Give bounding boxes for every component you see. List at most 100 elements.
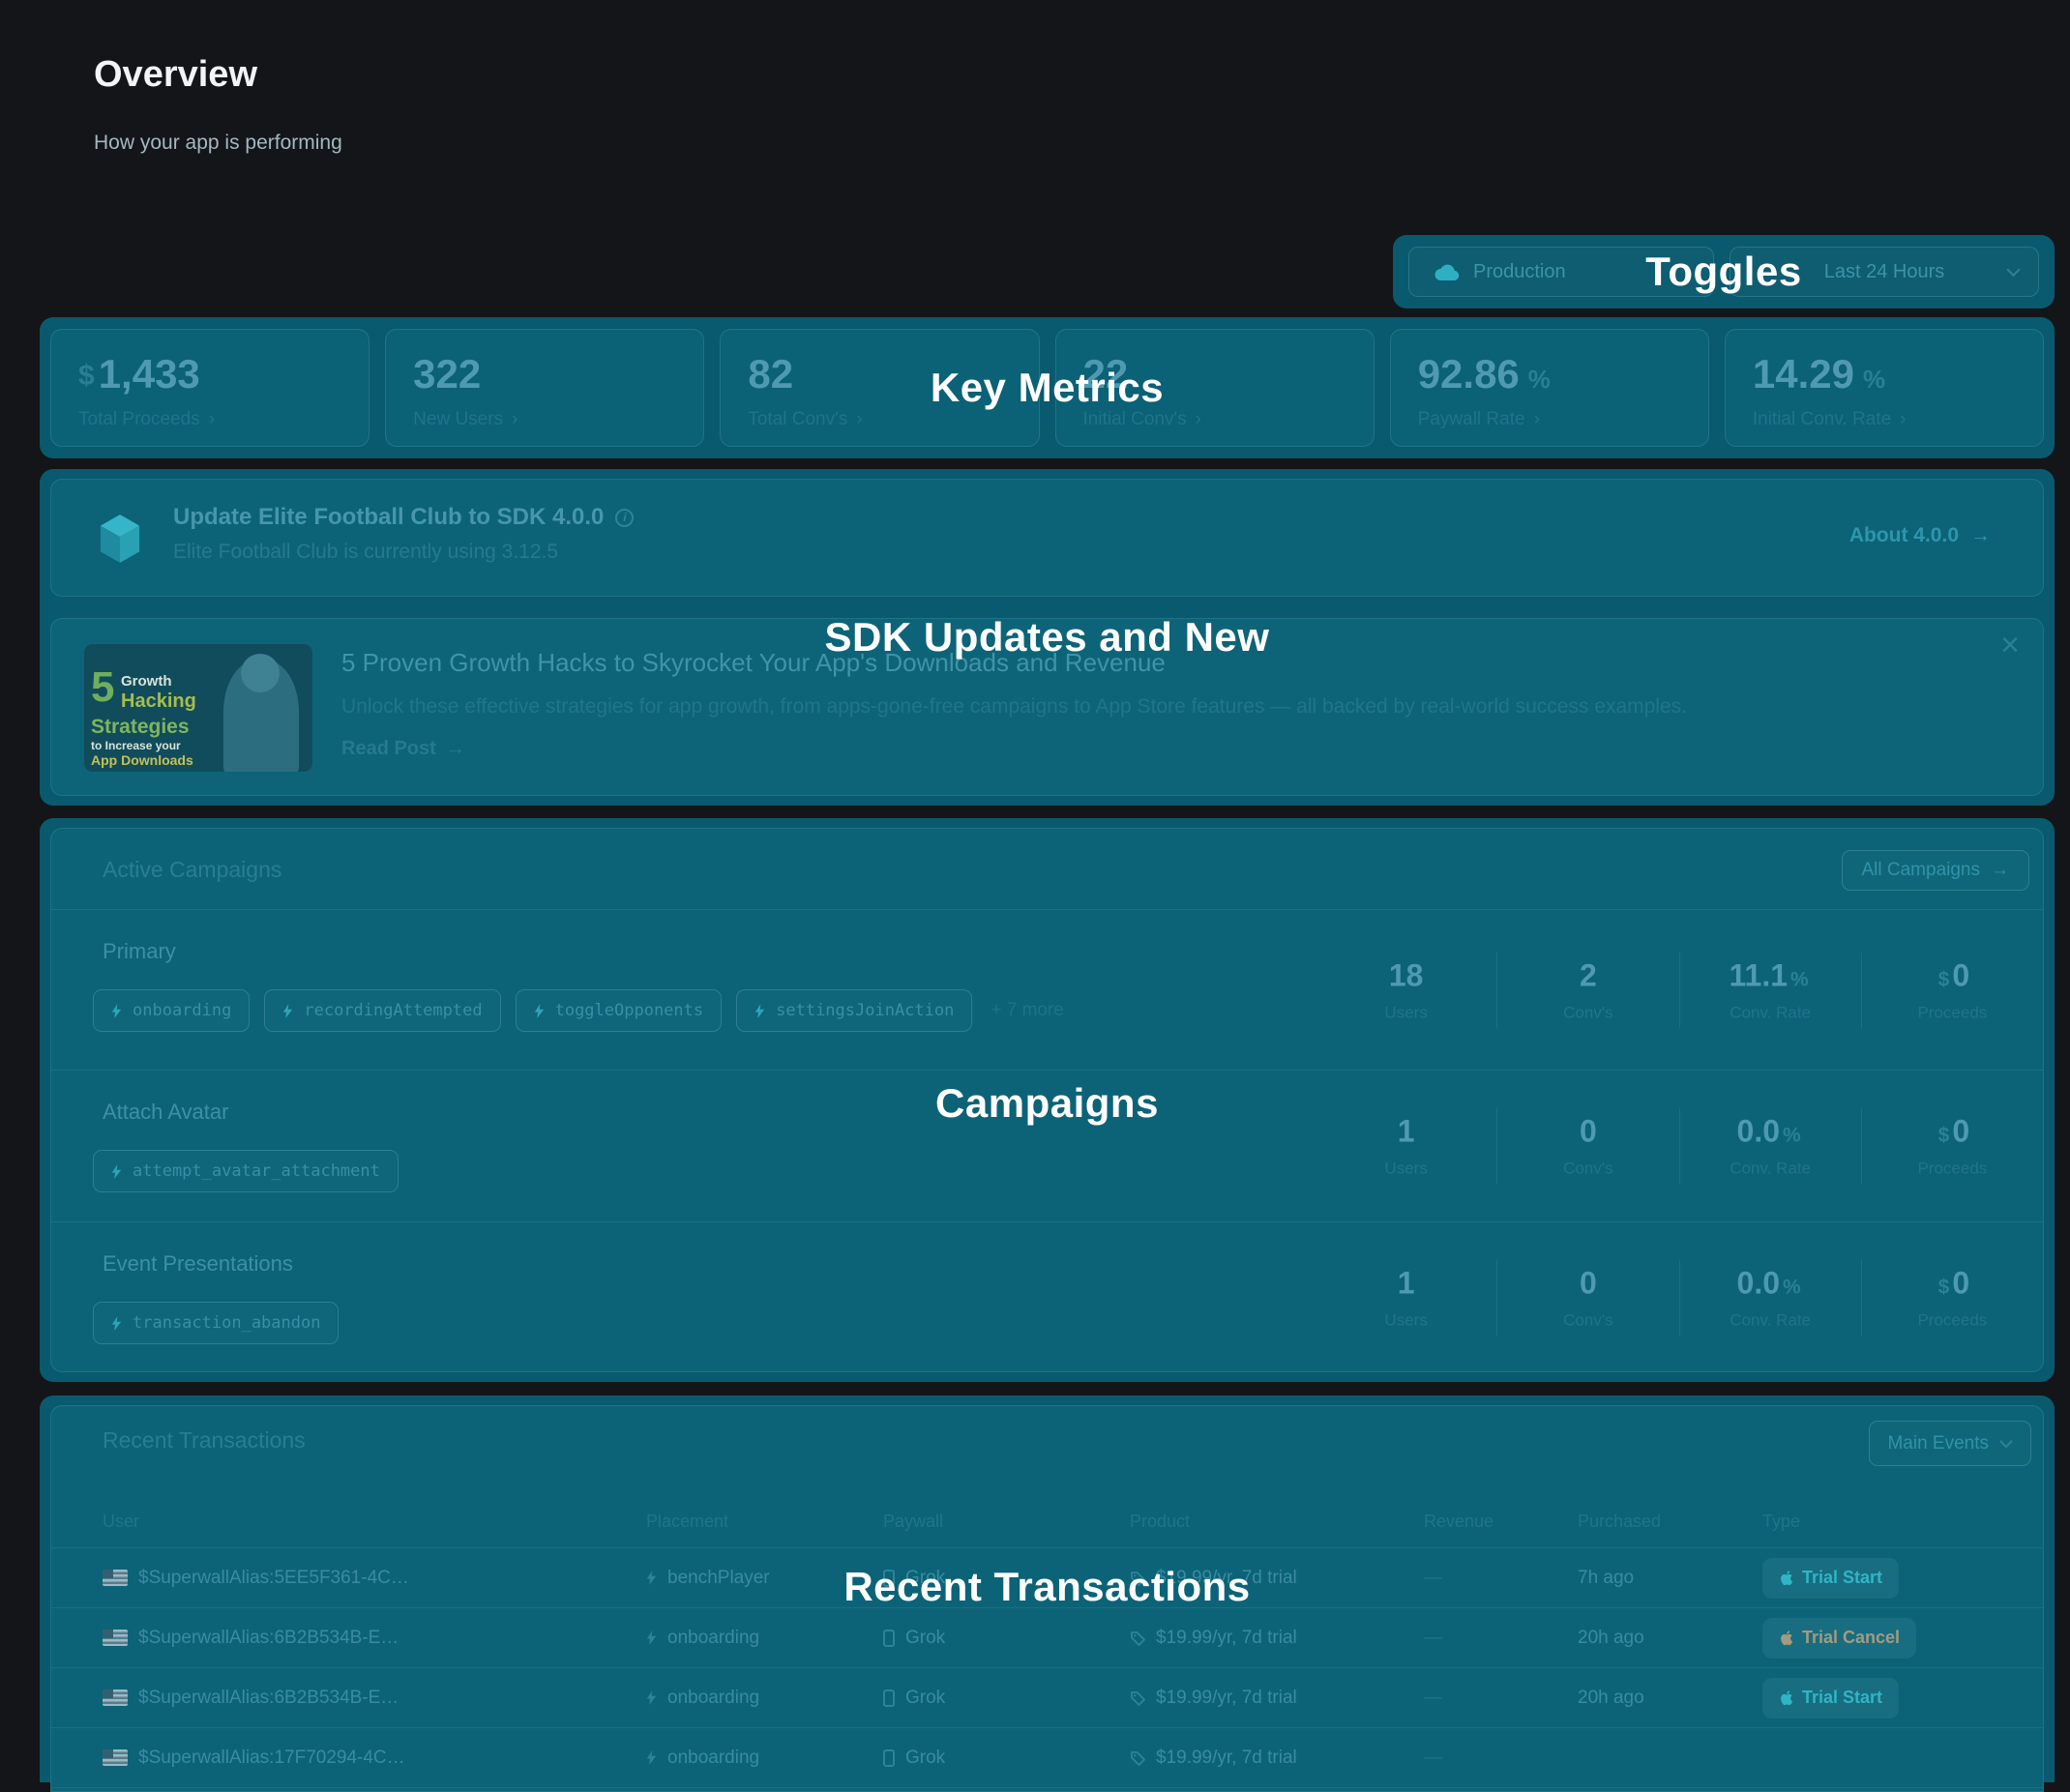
transaction-row[interactable]: $SuperwallAlias:6B2B534B-E… onboarding G…: [51, 1608, 2043, 1668]
transaction-row[interactable]: $SuperwallAlias:5EE5F361-4C… benchPlayer…: [51, 1548, 2043, 1608]
stat-label: Conv's: [1563, 1159, 1613, 1178]
purchased-time: 20h ago: [1578, 1627, 1644, 1648]
all-campaigns-button[interactable]: All Campaigns →: [1841, 850, 2029, 891]
read-post-link[interactable]: Read Post →: [341, 738, 465, 760]
close-icon[interactable]: ×: [2000, 627, 2020, 663]
metric-label: Initial Conv's: [1082, 409, 1187, 429]
dollar-sign: $: [1937, 1124, 1950, 1147]
stat-label: Proceeds: [1917, 1159, 1988, 1178]
bolt-icon: [646, 1571, 657, 1585]
metric-card-new-users[interactable]: 322 New Users ›: [385, 329, 705, 447]
placement-pill-label: toggleOpponents: [554, 1001, 704, 1020]
apple-icon: [1781, 1571, 1793, 1586]
campaign-name: Event Presentations: [103, 1251, 293, 1276]
placement-pill-label: onboarding: [133, 1001, 232, 1020]
all-campaigns-label: All Campaigns: [1861, 860, 1981, 880]
metric-card-initial-convs[interactable]: 22 Initial Conv's ›: [1054, 329, 1375, 447]
stat-label: Conv. Rate: [1730, 1003, 1812, 1021]
blog-post-card[interactable]: 5 Growth Hacking Strategies to Increase …: [50, 618, 2044, 796]
phone-icon: [883, 1748, 895, 1767]
column-header-product: Product: [1130, 1511, 1191, 1531]
time-range-select[interactable]: Last 24 Hours: [1730, 247, 2039, 297]
bolt-icon: [534, 1003, 544, 1018]
metric-card-total-convs[interactable]: 82 Total Conv's ›: [720, 329, 1040, 447]
stat-proceeds: 0: [1952, 1265, 1970, 1301]
column-header-purchased: Purchased: [1578, 1511, 1662, 1531]
info-icon[interactable]: i: [615, 508, 635, 527]
events-filter-select[interactable]: Main Events: [1869, 1421, 2031, 1466]
chevron-right-icon: ›: [1900, 409, 1907, 429]
environment-toggle[interactable]: Production: [1408, 247, 1714, 297]
metrics-row: $1,433 Total Proceeds › 322 New Users › 82…: [50, 329, 2045, 447]
bolt-icon: [111, 1315, 122, 1331]
apple-icon: [1781, 1690, 1793, 1706]
metric-label: Total Proceeds: [78, 409, 200, 429]
transaction-type-badge: Trial Cancel: [1762, 1617, 1917, 1659]
stat-users: 1: [1397, 1113, 1415, 1149]
metric-card-total-proceeds[interactable]: $1,433 Total Proceeds ›: [50, 329, 370, 447]
stat-label: Conv's: [1563, 1310, 1613, 1330]
transactions-table-header: User Placement Paywall Product Revenue P…: [51, 1495, 2043, 1548]
metric-value: 322: [413, 351, 482, 397]
metric-label: Initial Conv. Rate: [1752, 409, 1892, 429]
stat-label: Conv. Rate: [1730, 1310, 1812, 1330]
stat-label: Proceeds: [1917, 1310, 1988, 1330]
chevron-right-icon: ›: [1533, 409, 1540, 429]
column-header-user: User: [103, 1511, 140, 1531]
phone-icon: [883, 1689, 895, 1707]
placement-name: onboarding: [667, 1687, 760, 1708]
campaign-row-attach-avatar: Attach Avatar attempt_avatar_attachment …: [51, 1071, 2043, 1222]
column-header-revenue: Revenue: [1424, 1511, 1494, 1531]
chevron-down-icon: [2006, 268, 2021, 277]
chevron-right-icon: ›: [208, 409, 216, 429]
paywall-name: Grok: [905, 1567, 946, 1588]
percent-sign: %: [1790, 968, 1809, 990]
campaigns-heading: Active Campaigns: [103, 857, 282, 882]
stat-label: Proceeds: [1917, 1003, 1988, 1021]
metric-card-initial-conv-rate[interactable]: 14.29% Initial Conv. Rate ›: [1724, 329, 2045, 447]
about-sdk-link[interactable]: About 4.0.0 →: [1849, 524, 1991, 547]
time-range-label: Last 24 Hours: [1823, 260, 1945, 282]
sdk-box-icon: [100, 514, 140, 563]
thumbnail-text: 5: [91, 663, 115, 711]
column-header-paywall: Paywall: [883, 1511, 944, 1531]
arrow-right-icon: →: [445, 738, 465, 759]
events-filter-label: Main Events: [1887, 1432, 1989, 1454]
transactions-heading: Recent Transactions: [103, 1427, 306, 1453]
transaction-row[interactable]: $SuperwallAlias:6B2B534B-E… onboarding G…: [51, 1668, 2043, 1728]
annotation-region-sdk: Update Elite Football Club to SDK 4.0.0 i…: [40, 469, 2055, 806]
placement-pill-label: transaction_abandon: [133, 1313, 321, 1333]
bolt-icon: [646, 1750, 657, 1765]
tag-icon: [1131, 1630, 1145, 1646]
annotation-region-toggles: Production Last 24 Hours Toggles: [1393, 235, 2055, 308]
chevron-right-icon: ›: [512, 409, 518, 429]
stat-users: 1: [1397, 1265, 1415, 1301]
chevron-down-icon: [1999, 1439, 2013, 1448]
stat-convs: 0: [1579, 1265, 1597, 1301]
transaction-row[interactable]: $SuperwallAlias:17F70294-4C… onboarding …: [51, 1728, 2043, 1788]
stat-rate: 0.0: [1736, 1265, 1781, 1301]
recent-transactions-card: Recent Transactions Main Events User Pla…: [50, 1405, 2044, 1792]
paywall-name: Grok: [905, 1627, 946, 1648]
metric-suffix: %: [1862, 365, 1886, 394]
transaction-type-badge: Trial Start: [1762, 1557, 1900, 1599]
arrow-right-icon: →: [1970, 524, 1991, 546]
metric-prefix: $: [78, 360, 95, 392]
metric-card-paywall-rate[interactable]: 92.86% Paywall Rate ›: [1389, 329, 1709, 447]
metric-value: 82: [748, 351, 794, 397]
campaign-name: Attach Avatar: [103, 1100, 229, 1124]
bolt-icon: [646, 1690, 657, 1705]
annotation-region-transactions: Recent Transactions Main Events User Pla…: [40, 1395, 2055, 1792]
percent-sign: %: [1783, 1124, 1801, 1147]
arrow-right-icon: →: [1991, 860, 2009, 880]
metric-value: 92.86: [1417, 351, 1520, 397]
campaign-row-event-presentations: Event Presentations transaction_abandon …: [51, 1222, 2043, 1373]
metric-label: New Users: [413, 409, 504, 429]
stat-label: Users: [1384, 1003, 1428, 1021]
stat-label: Conv. Rate: [1730, 1159, 1812, 1178]
blog-thumbnail: 5 Growth Hacking Strategies to Increase …: [84, 644, 312, 772]
placement-name: onboarding: [667, 1627, 760, 1648]
stat-label: Users: [1384, 1159, 1428, 1178]
read-post-label: Read Post: [341, 738, 436, 759]
active-campaigns-card: Active Campaigns All Campaigns → Primary…: [50, 828, 2044, 1372]
